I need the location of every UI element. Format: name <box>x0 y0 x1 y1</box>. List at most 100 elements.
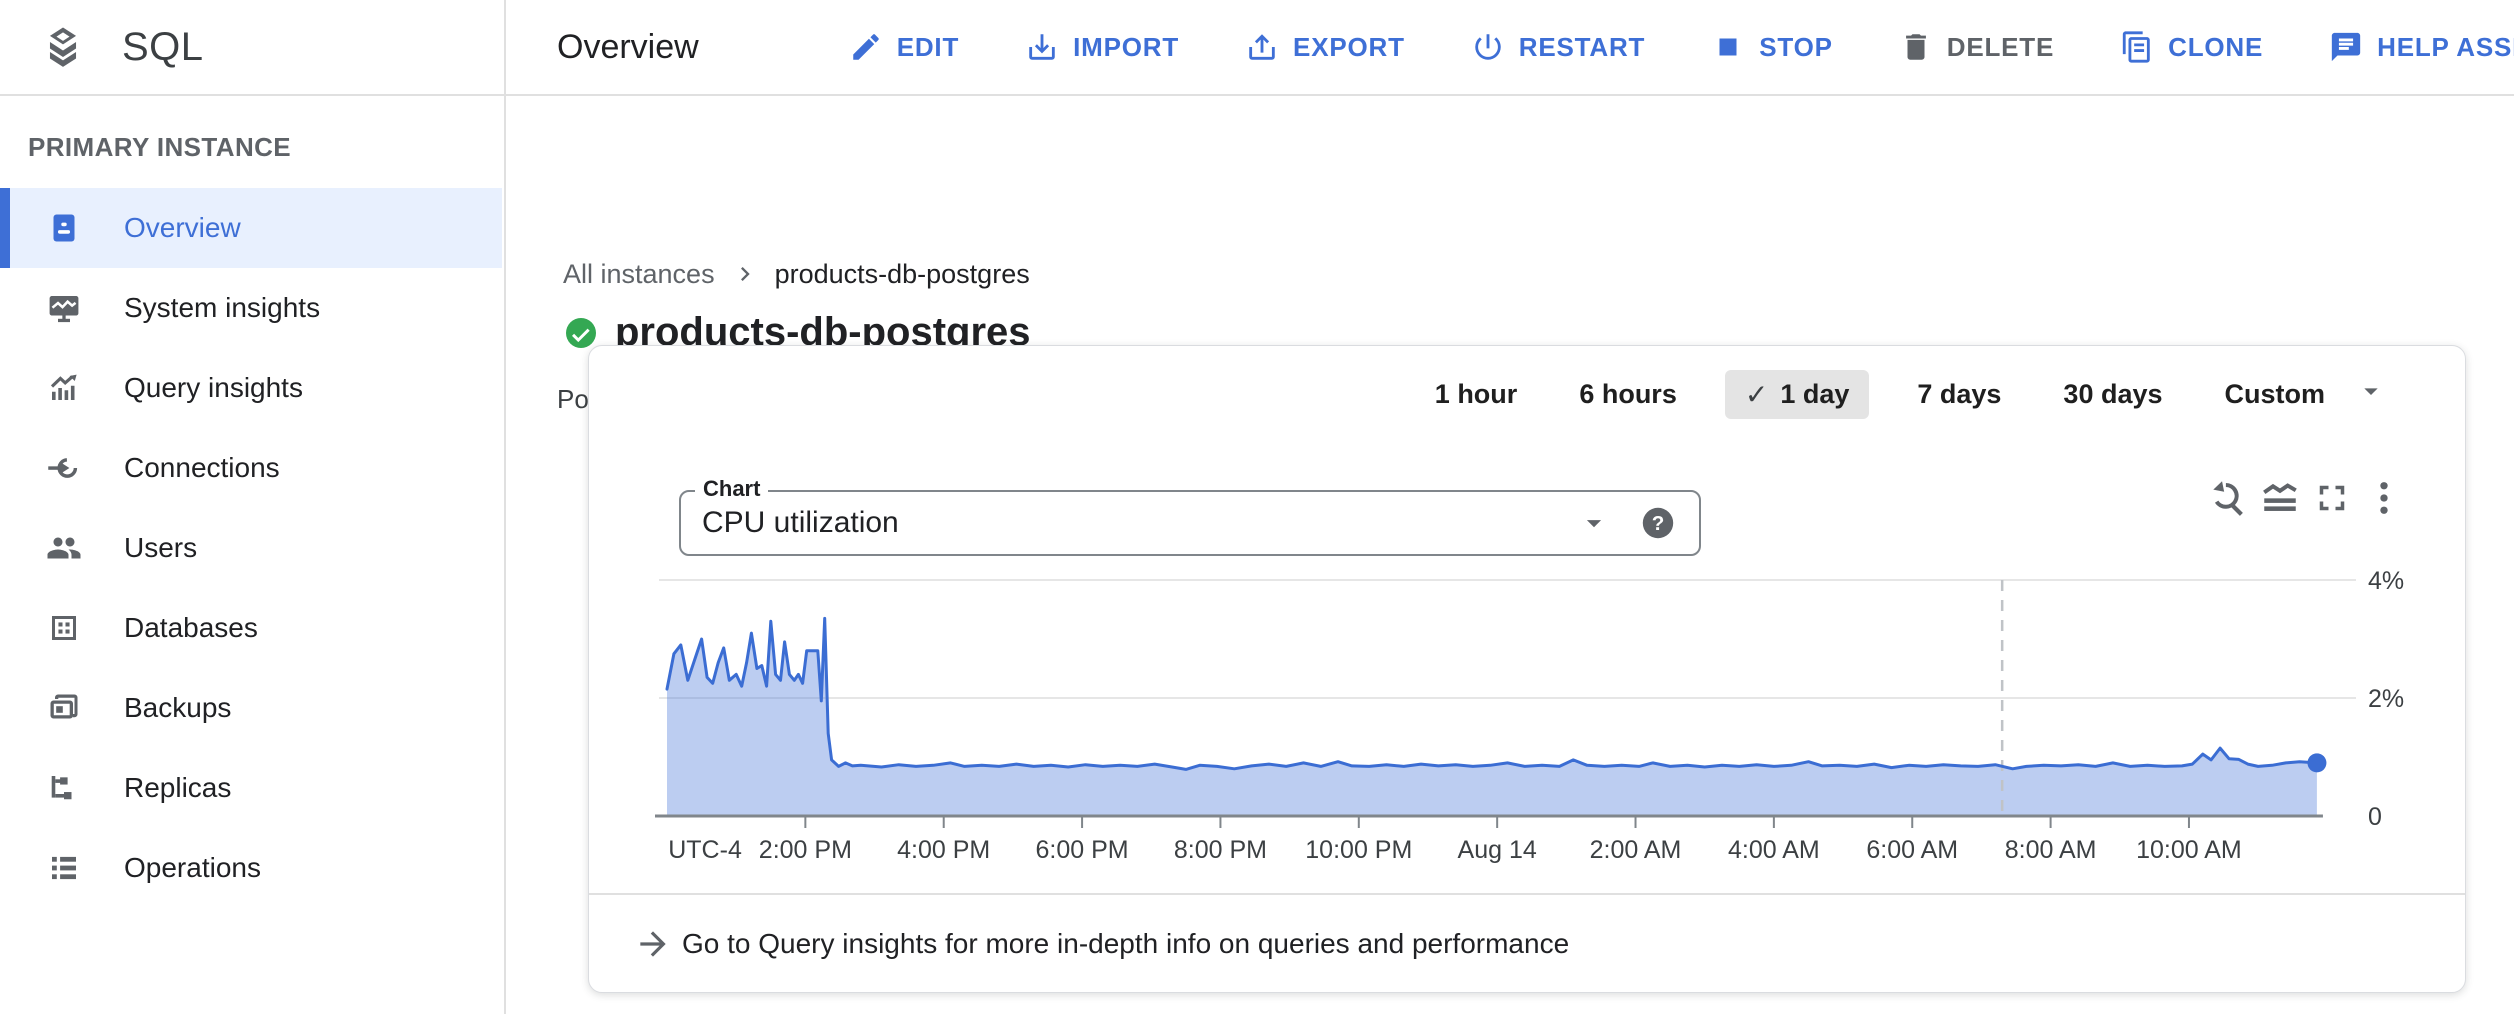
edit-icon <box>849 30 883 64</box>
time-range-label: Custom <box>2224 378 2326 409</box>
time-range-label: 6 hours <box>1579 378 1677 409</box>
sidebar-item-label: Query insights <box>124 372 303 403</box>
time-range-7-days[interactable]: 7 days <box>1903 371 2015 418</box>
chevron-right-icon <box>731 260 759 288</box>
system-insights-icon <box>46 290 82 326</box>
sidebar-item-operations[interactable]: Operations <box>0 828 502 908</box>
sidebar-item-label: Databases <box>124 612 258 643</box>
svg-text:4:00 AM: 4:00 AM <box>1728 836 1820 864</box>
query-insights-link[interactable]: Go to Query insights for more in-depth i… <box>589 893 2465 992</box>
operations-icon <box>46 850 82 886</box>
clone-icon <box>2120 30 2154 64</box>
svg-text:UTC-4: UTC-4 <box>668 836 742 864</box>
export-icon <box>1245 30 1279 64</box>
main-content: All instances products-db-postgres produ… <box>506 96 2514 1014</box>
action-edit-button[interactable]: EDIT <box>849 30 959 64</box>
cpu-utilization-chart[interactable]: 4% 2% 0 2:00 PM 4:00 PM 6:00 PM 8:00 PM 10:00 P… <box>589 346 2467 994</box>
time-range-label: 1 hour <box>1434 378 1518 409</box>
query-insights-icon <box>46 370 82 406</box>
sidebar-section-label: PRIMARY INSTANCE <box>28 132 292 162</box>
action-label: CLONE <box>2168 31 2264 62</box>
chart-toolbar <box>2205 475 2407 521</box>
action-help-assistant-button[interactable]: HELP ASSISTANT <box>2329 30 2514 64</box>
svg-text:2%: 2% <box>2368 685 2404 713</box>
time-range-6-hours[interactable]: 6 hours <box>1565 371 1691 418</box>
time-range-selector: 1 hour 6 hours ✓ 1 day 7 days 30 days Custom <box>1421 368 2387 420</box>
check-icon: ✓ <box>1744 378 1769 410</box>
action-label: DELETE <box>1946 31 2055 62</box>
fullscreen-icon[interactable] <box>2309 475 2355 521</box>
sidebar-item-databases[interactable]: Databases <box>0 588 502 668</box>
sidebar-item-connections[interactable]: Connections <box>0 428 502 508</box>
sidebar-item-label: Backups <box>124 692 232 723</box>
time-range-custom[interactable]: Custom <box>2211 371 2340 418</box>
time-range-1-day[interactable]: ✓ 1 day <box>1724 369 1870 419</box>
svg-text:2:00 AM: 2:00 AM <box>1590 836 1682 864</box>
replicas-icon <box>46 770 82 806</box>
top-header: SQL Overview EDIT IMPORT EXPORT RESTART STOP… <box>0 0 2514 96</box>
sidebar-item-label: Connections <box>124 452 280 483</box>
product-brand: SQL <box>0 0 506 94</box>
sidebar-item-label: Overview <box>124 212 241 243</box>
breadcrumb-current: products-db-postgres <box>774 258 1030 289</box>
product-name: SQL <box>122 24 204 69</box>
backups-icon <box>46 690 82 726</box>
svg-text:10:00 AM: 10:00 AM <box>2136 836 2242 864</box>
sidebar: PRIMARY INSTANCE Overview System insights… <box>0 96 506 1014</box>
svg-text:?: ? <box>1652 512 1665 535</box>
area-chart-icon[interactable] <box>2257 475 2303 521</box>
action-import-button[interactable]: IMPORT <box>1025 30 1179 64</box>
query-insights-link-text: Go to Query insights for more in-depth i… <box>682 927 1570 959</box>
action-stop-button[interactable]: STOP <box>1711 30 1833 64</box>
help-icon[interactable]: ? <box>1639 504 1677 542</box>
action-restart-button[interactable]: RESTART <box>1471 30 1645 64</box>
svg-text:8:00 AM: 8:00 AM <box>2005 836 2097 864</box>
dropdown-arrow-icon[interactable] <box>1577 506 1611 540</box>
time-range-label: 7 days <box>1917 378 2002 409</box>
action-delete-button[interactable]: DELETE <box>1899 30 2054 64</box>
svg-text:2:00 PM: 2:00 PM <box>759 836 852 864</box>
page-header: Overview EDIT IMPORT EXPORT RESTART STOP DELE… <box>506 0 2514 94</box>
chart-select-value: CPU utilization <box>702 506 899 539</box>
delete-icon <box>1899 30 1933 64</box>
stop-icon <box>1711 30 1745 64</box>
chart-select-label: Chart <box>695 476 769 502</box>
cloud-sql-logo-icon <box>40 24 86 70</box>
time-range-label: 30 days <box>2063 378 2163 409</box>
sidebar-item-backups[interactable]: Backups <box>0 668 502 748</box>
sidebar-item-replicas[interactable]: Replicas <box>0 748 502 828</box>
restart-icon <box>1471 30 1505 64</box>
svg-text:4:00 PM: 4:00 PM <box>897 836 990 864</box>
help-assistant-icon <box>2329 30 2363 64</box>
svg-text:4%: 4% <box>2368 567 2404 595</box>
action-export-button[interactable]: EXPORT <box>1245 30 1405 64</box>
time-range-label: 1 day <box>1780 378 1850 409</box>
sidebar-item-users[interactable]: Users <box>0 508 502 588</box>
sidebar-item-label: Replicas <box>124 772 232 803</box>
chart-metric-select[interactable]: Chart CPU utilization ? <box>679 476 1701 556</box>
svg-text:10:00 PM: 10:00 PM <box>1305 836 1412 864</box>
check-circle-icon <box>563 315 599 351</box>
sidebar-item-system-insights[interactable]: System insights <box>0 268 502 348</box>
breadcrumb-all-instances[interactable]: All instances <box>563 258 715 289</box>
metrics-card: 1 hour 6 hours ✓ 1 day 7 days 30 days Custom C… <box>588 345 2466 993</box>
connections-icon <box>46 450 82 486</box>
sidebar-item-query-insights[interactable]: Query insights <box>0 348 502 428</box>
instance-icon <box>46 210 82 246</box>
action-label: EDIT <box>896 31 960 62</box>
svg-text:6:00 AM: 6:00 AM <box>1866 836 1958 864</box>
arrow-right-icon <box>634 925 672 963</box>
action-clone-button[interactable]: CLONE <box>2120 30 2263 64</box>
time-range-30-days[interactable]: 30 days <box>2049 371 2176 418</box>
sidebar-item-label: Users <box>124 532 198 563</box>
action-label: HELP ASSISTANT <box>2377 31 2514 62</box>
more-vert-icon[interactable] <box>2361 475 2407 521</box>
zoom-reset-icon[interactable] <box>2205 475 2251 521</box>
sidebar-item-overview[interactable]: Overview <box>0 188 502 268</box>
custom-range-dropdown-icon[interactable] <box>2355 375 2387 414</box>
time-range-1-hour[interactable]: 1 hour <box>1421 371 1532 418</box>
instance-action-toolbar: EDIT IMPORT EXPORT RESTART STOP DELETE CLONE HE… <box>849 30 2514 64</box>
action-label: IMPORT <box>1073 31 1180 62</box>
svg-text:Aug 14: Aug 14 <box>1458 836 1537 864</box>
svg-text:0: 0 <box>2368 803 2382 831</box>
